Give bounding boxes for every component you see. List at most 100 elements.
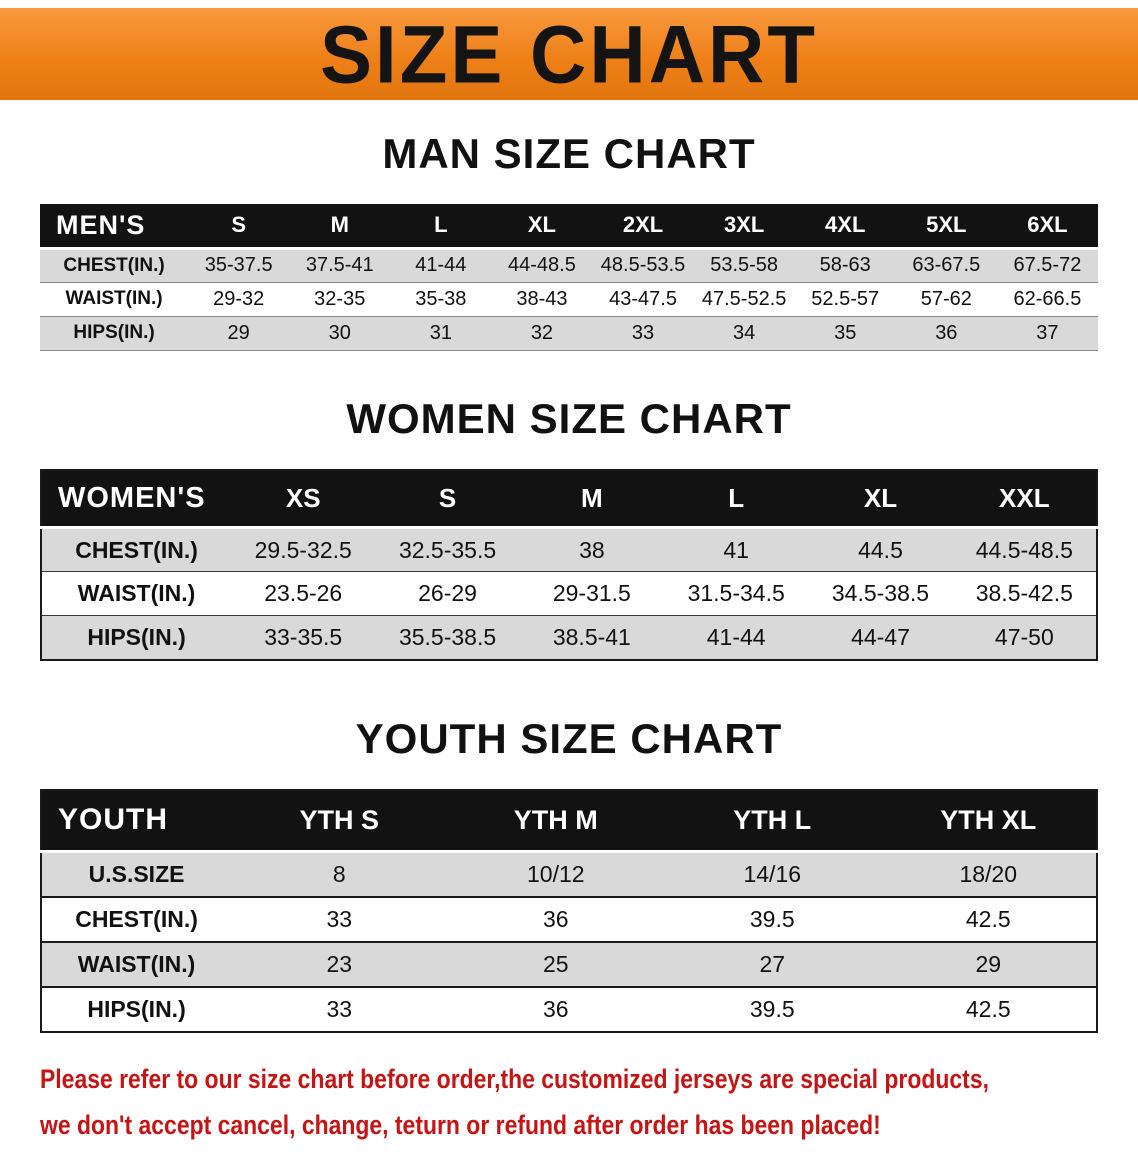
size-value-cell: 48.5-53.5	[600, 254, 686, 276]
disclaimer: Please refer to our size chart before or…	[40, 1061, 1130, 1144]
size-value-cell: 36	[542, 905, 569, 932]
table-row: CHEST(IN.) 29.5-32.5 32.5-35.5 38 41 44.5 44.5…	[41, 527, 1097, 572]
size-value-cell: 58-63	[819, 254, 871, 276]
size-value-cell: 33	[631, 321, 655, 344]
size-value-cell: 34	[733, 321, 756, 344]
size-column-header: L	[390, 204, 492, 250]
size-value-cell: 44.5-48.5	[975, 536, 1073, 563]
size-value-cell: 29.5-32.5	[254, 536, 352, 563]
size-column-header: XS	[231, 469, 376, 529]
size-column-header: S	[188, 204, 290, 250]
size-value-cell: 23	[326, 950, 353, 977]
size-value-cell: 47-50	[994, 623, 1054, 650]
measurement-row-label: HIPS(IN.)	[73, 322, 155, 343]
size-column-header: YTH L	[664, 789, 881, 853]
size-value-cell: 33	[326, 905, 353, 932]
size-value-cell: 53.5-58	[710, 254, 779, 276]
table-row: HIPS(IN.) 29 30 31 32 33 34 35 36 37	[40, 316, 1098, 350]
men-size-chart-title: MAN SIZE CHART	[382, 130, 756, 177]
size-value-cell: 27	[759, 950, 786, 977]
size-value-cell: 30	[328, 321, 351, 344]
size-value-cell: 23.5-26	[264, 580, 343, 606]
size-value-cell: 39.5	[749, 905, 795, 932]
size-value-cell: 32.5-35.5	[398, 536, 497, 563]
size-value-cell: 33	[326, 995, 353, 1022]
size-value-cell: 67.5-72	[1013, 254, 1082, 276]
banner-title: SIZE CHART	[320, 7, 818, 100]
size-value-cell: 36	[542, 995, 569, 1022]
table-row: U.S.SIZE 8 10/12 14/16 18/20	[41, 851, 1097, 897]
size-value-cell: 36	[935, 321, 958, 344]
size-value-cell: 44-47	[851, 623, 910, 650]
measurement-row-label: HIPS(IN.)	[87, 623, 186, 650]
size-column-header: 2XL	[592, 204, 694, 250]
table-header-label: YOUTH	[41, 789, 232, 853]
women-size-chart-title: WOMEN SIZE CHART	[346, 394, 792, 442]
size-column-header: YTH S	[231, 789, 448, 853]
size-value-cell: 57-62	[920, 287, 972, 310]
size-column-header: XXL	[952, 469, 1097, 529]
table-row: CHEST(IN.) 33 36 39.5 42.5	[41, 896, 1097, 942]
size-value-cell: 35.5-38.5	[398, 623, 497, 650]
size-column-header: M	[519, 469, 665, 529]
size-column-header: S	[375, 469, 520, 529]
size-value-cell: 32	[530, 321, 554, 344]
size-value-cell: 52.5-57	[811, 287, 880, 310]
size-value-cell: 8	[332, 860, 346, 887]
size-value-cell: 18/20	[959, 860, 1018, 887]
size-value-cell: 35-38	[415, 287, 467, 310]
table-header-row: WOMEN'S XS S M L XL XXL	[41, 469, 1097, 529]
size-value-cell: 32-35	[314, 287, 366, 310]
measurement-row-label: CHEST(IN.)	[63, 254, 165, 276]
measurement-row-label: CHEST(IN.)	[75, 536, 198, 563]
men-size-chart-section: MAN SIZE CHART MEN'S S M L XL 2XL 3XL 4XL 5XL 6XL…	[0, 130, 1138, 351]
size-value-cell: 38.5-42.5	[975, 580, 1073, 606]
table-row: HIPS(IN.) 33-35.5 35.5-38.5 38.5-41 41-44 44-…	[41, 615, 1097, 660]
size-value-cell: 47.5-52.5	[701, 287, 787, 310]
size-value-cell: 25	[542, 950, 569, 977]
size-value-cell: 14/16	[743, 860, 802, 887]
size-value-cell: 41-44	[415, 254, 467, 276]
size-chart-banner: SIZE CHART	[0, 7, 1138, 100]
size-value-cell: 39.5	[749, 995, 795, 1022]
disclaimer-line-2: we don't accept cancel, change, teturn o…	[40, 1109, 881, 1140]
size-value-cell: 38.5-41	[552, 623, 631, 650]
size-value-cell: 44-48.5	[508, 254, 576, 276]
measurement-row-label: WAIST(IN.)	[77, 950, 196, 977]
table-row: CHEST(IN.) 35-37.5 37.5-41 41-44 44-48.5 48.5…	[40, 248, 1098, 282]
size-value-cell: 10/12	[527, 860, 585, 887]
men-size-table: MEN'S S M L XL 2XL 3XL 4XL 5XL 6XL CHEST(IN.) 35-37…	[40, 204, 1098, 351]
table-row: WAIST(IN.) 29-32 32-35 35-38 38-43 43-47.5 47.…	[40, 282, 1098, 316]
size-value-cell: 38	[579, 536, 605, 563]
size-value-cell: 41	[723, 536, 749, 563]
table-row: WAIST(IN.) 23.5-26 26-29 29-31.5 31.5-34.5 34…	[41, 571, 1097, 616]
size-value-cell: 42.5	[965, 995, 1011, 1022]
table-header-label: WOMEN'S	[41, 469, 232, 529]
size-column-header: YTH M	[447, 789, 665, 853]
size-column-header: 4XL	[794, 204, 896, 250]
youth-size-chart-section: YOUTH SIZE CHART YOUTH YTH S YTH M YTH L YTH…	[0, 715, 1138, 1033]
size-column-header: 3XL	[693, 204, 795, 250]
size-column-header: 6XL	[996, 204, 1098, 250]
size-column-header: 5XL	[895, 204, 997, 250]
size-column-header: XL	[491, 204, 593, 250]
table-header-label: MEN'S	[40, 204, 189, 250]
size-value-cell: 37	[1036, 321, 1059, 344]
size-column-header: L	[664, 469, 809, 529]
size-value-cell: 62-66.5	[1013, 287, 1082, 310]
size-value-cell: 31.5-34.5	[687, 580, 785, 606]
size-value-cell: 29	[227, 321, 250, 344]
measurement-row-label: CHEST(IN.)	[75, 905, 198, 932]
size-value-cell: 34.5-38.5	[831, 580, 930, 606]
size-value-cell: 31	[429, 321, 452, 344]
table-row: HIPS(IN.) 33 36 39.5 42.5	[41, 986, 1097, 1032]
size-value-cell: 41-44	[706, 623, 766, 650]
measurement-row-label: WAIST(IN.)	[77, 580, 196, 606]
size-value-cell: 35-37.5	[204, 254, 273, 276]
size-value-cell: 33-35.5	[264, 623, 343, 650]
size-value-cell: 26-29	[418, 580, 477, 606]
table-header-row: MEN'S S M L XL 2XL 3XL 4XL 5XL 6XL	[40, 204, 1098, 250]
measurement-row-label: U.S.SIZE	[88, 860, 185, 887]
youth-size-chart-title: YOUTH SIZE CHART	[355, 714, 783, 762]
